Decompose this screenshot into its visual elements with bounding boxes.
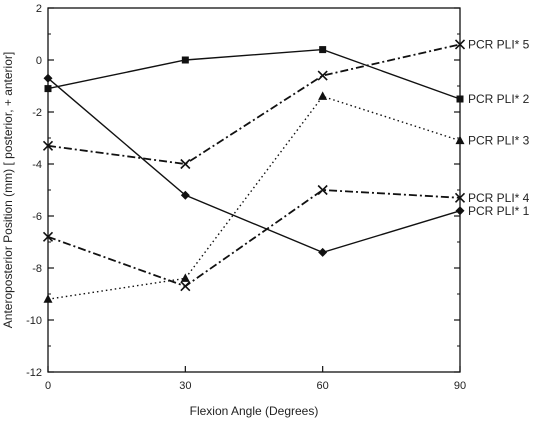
data-point-s2-4 <box>456 95 464 103</box>
x-tick-label: 60 <box>317 380 329 392</box>
plot-border <box>47 7 461 373</box>
data-point-s4-4 <box>454 192 466 203</box>
x-tick-label: 90 <box>454 380 466 392</box>
y-tick-label: -6 <box>32 211 42 223</box>
y-tick-label: 0 <box>36 55 42 67</box>
data-point-s5-1 <box>43 73 53 83</box>
data-point-s2-1 <box>44 85 52 93</box>
legend: PCR PLI* 5 PCR PLI* 2 PCR PLI* 3 PCR PLI* 4… <box>468 37 530 217</box>
data-point-s5-4 <box>455 206 465 216</box>
x-tick-label: 0 <box>45 380 51 392</box>
legend-entry-2: PCR PLI* 2 <box>468 92 530 106</box>
data-point-s1-4 <box>454 39 466 50</box>
series-layer <box>42 39 466 303</box>
x-tick-label: 30 <box>179 380 191 392</box>
data-point-s4-2 <box>180 281 191 292</box>
y-tick-label: -8 <box>32 263 42 275</box>
y-tick-label: -10 <box>26 315 42 327</box>
series-line-1 <box>47 43 461 165</box>
data-point-s4-3 <box>317 184 328 196</box>
legend-entry-4: PCR PLI* 4 <box>468 191 530 205</box>
data-point-s2-3 <box>319 46 327 54</box>
data-point-s1-2 <box>180 158 191 170</box>
series-line-5 <box>47 77 461 254</box>
x-axis: 0 30 60 90 <box>45 366 466 392</box>
y-tick-label: -2 <box>32 107 42 119</box>
data-point-s4-1 <box>42 231 54 242</box>
data-point-s1-3 <box>317 70 328 81</box>
y-tick-label: 2 <box>36 3 42 15</box>
series-line-3 <box>47 95 461 300</box>
y-axis: 2 0 -2 -4 -6 -8 -10 -12 <box>26 3 460 379</box>
data-point-s1-1 <box>42 140 54 151</box>
data-point-s5-3 <box>318 247 328 257</box>
series-line-4 <box>47 189 461 288</box>
series-line-2 <box>47 48 461 100</box>
x-axis-label: Flexion Angle (Degrees) <box>190 404 319 418</box>
data-point-s2-2 <box>181 56 189 64</box>
y-axis-label: Anteroposterior Position (mm) [ posterio… <box>1 52 15 328</box>
legend-entry-1: PCR PLI* 5 <box>468 37 530 51</box>
legend-entry-3: PCR PLI* 3 <box>468 134 530 148</box>
legend-entry-5: PCR PLI* 1 <box>468 204 530 218</box>
y-tick-label: -12 <box>26 367 42 379</box>
data-point-s3-2 <box>180 273 190 282</box>
data-point-s5-2 <box>180 190 190 200</box>
data-point-s3-1 <box>43 294 53 303</box>
data-point-s3-4 <box>455 135 465 145</box>
data-point-s3-3 <box>318 91 328 100</box>
plot-frame <box>47 7 461 373</box>
y-tick-label: -4 <box>32 159 42 171</box>
